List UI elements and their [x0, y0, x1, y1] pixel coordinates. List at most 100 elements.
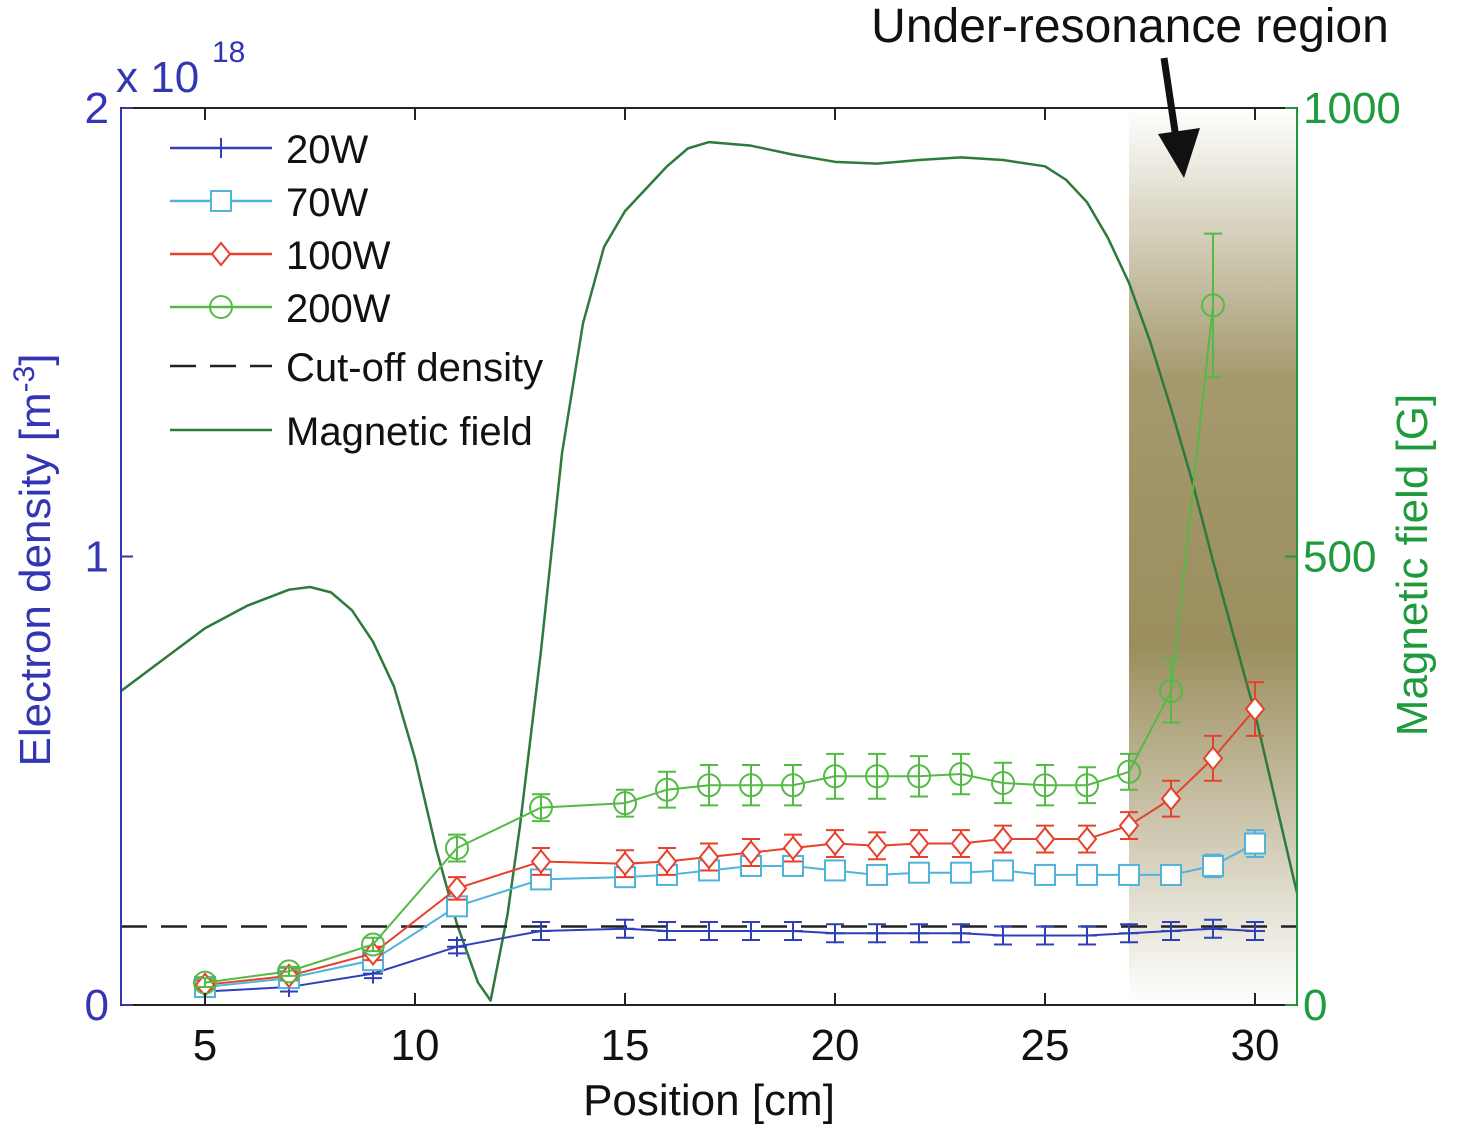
data-point-100W	[446, 875, 468, 901]
data-point-100W	[782, 835, 804, 861]
data-point-200W	[445, 836, 469, 861]
y-left-axis-label-end: ]	[11, 353, 60, 365]
marker-circle	[277, 959, 301, 984]
y-left-tick-label: 1	[85, 533, 109, 582]
data-point-20W	[1161, 920, 1181, 941]
marker-circle	[209, 295, 233, 319]
data-point-200W	[949, 762, 973, 787]
marker-square	[210, 190, 232, 212]
legend-marker	[210, 241, 232, 267]
legend-item: Cut-off density	[170, 346, 543, 390]
marker-circle	[613, 791, 637, 816]
marker-diamond	[866, 833, 888, 859]
legend-item: 70W	[170, 181, 368, 225]
marker-square	[1244, 832, 1266, 855]
legend-label: 200W	[286, 287, 391, 331]
marker-square	[1034, 863, 1056, 886]
marker-circle	[1075, 773, 1099, 798]
legend: 20W 70W 100W 200W Cut-off density Magnetic fi…	[170, 128, 543, 454]
marker-diamond	[1202, 745, 1224, 771]
x-tick-label: 15	[601, 1021, 650, 1070]
series-100W	[194, 681, 1266, 998]
annotation-arrow-head	[1158, 128, 1200, 178]
x-tick-label: 20	[811, 1021, 860, 1070]
marker-circle	[865, 764, 889, 789]
magnetic-field-line	[121, 140, 1297, 1002]
data-point-200W	[613, 791, 637, 816]
marker-square	[824, 859, 846, 882]
data-point-200W	[865, 764, 889, 789]
y-right-tick-label: 1000	[1303, 84, 1401, 133]
data-point-100W	[1202, 745, 1224, 771]
marker-circle	[991, 770, 1015, 795]
data-point-100W	[1160, 786, 1182, 812]
marker-square	[1118, 863, 1140, 886]
y-left-axis-label: Electron density [m-3]	[8, 353, 60, 766]
annotation-arrow-shaft	[1160, 57, 1180, 139]
data-point-20W	[951, 923, 971, 944]
data-point-200W	[823, 764, 847, 789]
legend-marker	[211, 138, 231, 158]
marker-diamond	[530, 848, 552, 875]
data-point-70W	[1244, 832, 1266, 855]
data-point-20W	[447, 936, 467, 957]
data-point-20W	[615, 918, 635, 939]
marker-circle	[529, 795, 553, 820]
data-point-70W	[908, 861, 930, 884]
data-point-100W	[866, 833, 888, 859]
data-point-70W	[1118, 863, 1140, 886]
marker-diamond	[908, 830, 930, 857]
marker-circle	[361, 932, 385, 957]
data-point-100W	[530, 848, 552, 875]
data-point-20W	[657, 920, 677, 941]
marker-circle	[739, 773, 763, 798]
y-right-tick-label: 500	[1303, 533, 1376, 582]
data-point-200W	[697, 773, 721, 798]
exponent-power: 18	[212, 36, 245, 69]
data-point-20W	[1203, 918, 1223, 939]
legend-marker	[209, 295, 233, 319]
data-point-200W	[991, 770, 1015, 795]
marker-diamond	[992, 826, 1014, 852]
data-point-20W	[867, 923, 887, 944]
marker-diamond	[1244, 696, 1266, 722]
legend-marker	[210, 190, 232, 212]
data-point-200W	[1159, 679, 1183, 704]
data-point-20W	[1035, 925, 1055, 946]
data-point-100W	[740, 839, 762, 866]
marker-circle	[1159, 679, 1183, 704]
y-left-tick-label: 0	[85, 981, 109, 1030]
x-tick-label: 5	[193, 1021, 217, 1070]
x-tick-label: 30	[1231, 1021, 1280, 1070]
data-point-20W	[909, 923, 929, 944]
data-point-20W	[1077, 925, 1097, 946]
marker-diamond	[614, 851, 636, 877]
data-point-100W	[1076, 826, 1098, 852]
marker-square	[992, 859, 1014, 882]
marker-circle	[1201, 293, 1225, 318]
legend-item: Magnetic field	[170, 410, 533, 454]
data-point-200W	[529, 795, 553, 820]
marker-circle	[1033, 773, 1057, 798]
marker-square	[908, 861, 930, 884]
x-tick-label: 25	[1021, 1021, 1070, 1070]
data-point-70W	[1202, 854, 1224, 877]
data-point-20W	[783, 920, 803, 941]
marker-diamond	[1076, 826, 1098, 852]
data-point-200W	[1033, 773, 1057, 798]
marker-circle	[697, 773, 721, 798]
data-point-200W	[361, 932, 385, 957]
plot-area	[121, 140, 1297, 1002]
series-200W	[193, 232, 1225, 995]
legend-label: 100W	[286, 234, 391, 278]
marker-circle	[949, 762, 973, 787]
y-right-axis-label: Magnetic field [G]	[1388, 394, 1437, 736]
data-point-70W	[1076, 863, 1098, 886]
data-point-100W	[698, 844, 720, 870]
marker-square	[950, 861, 972, 884]
data-point-100W	[362, 940, 384, 967]
data-point-20W	[1119, 923, 1139, 944]
legend-label: Magnetic field	[286, 410, 533, 454]
